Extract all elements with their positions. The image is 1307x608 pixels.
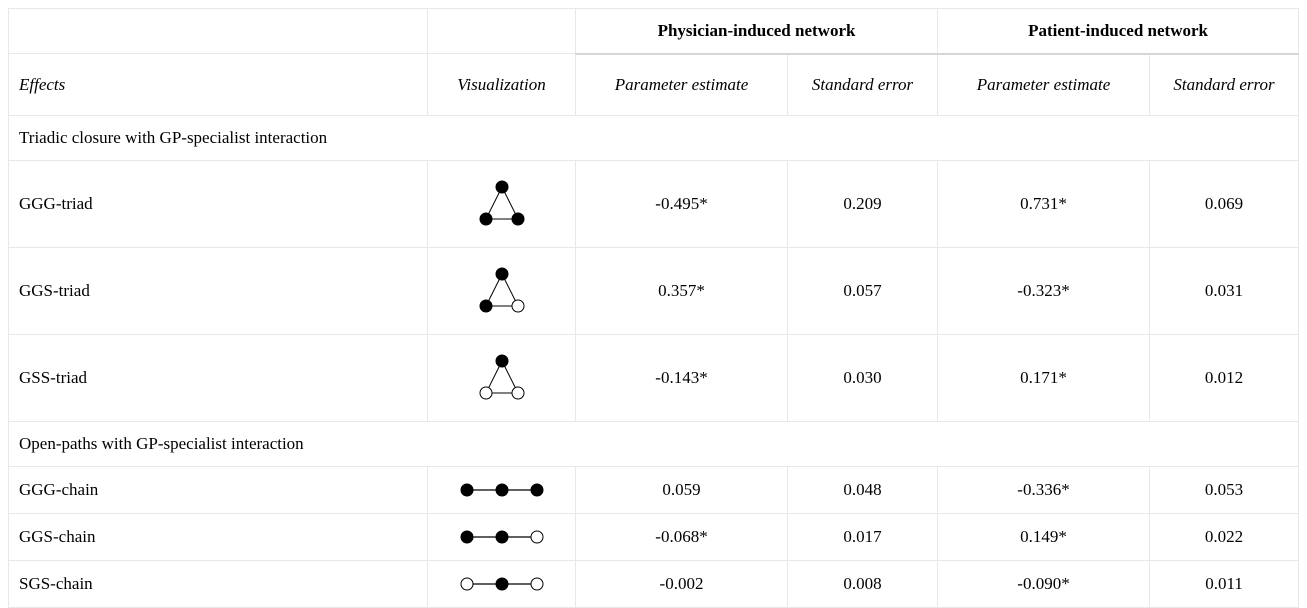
physician-parameter-header: Parameter estimate bbox=[575, 53, 788, 116]
physician-parameter-estimate: 0.059 bbox=[575, 466, 788, 514]
patient-parameter-estimate: -0.336* bbox=[937, 466, 1151, 514]
physician-parameter-estimate: 0.357* bbox=[575, 247, 788, 335]
filled-node bbox=[460, 483, 473, 497]
open-node bbox=[460, 577, 473, 591]
patient-se-header: Standard error bbox=[1149, 53, 1300, 116]
patient-parameter-header: Parameter estimate bbox=[937, 53, 1151, 116]
section-header-row: Triadic closure with GP-specialist inter… bbox=[7, 115, 1300, 161]
physician-standard-error: 0.008 bbox=[787, 560, 939, 608]
physician-parameter-estimate: -0.495* bbox=[575, 160, 788, 248]
physician-standard-error: 0.209 bbox=[787, 160, 939, 248]
chain-filled-filled-open-icon bbox=[460, 530, 543, 544]
results-table: Physician-induced network Patient-induce… bbox=[7, 8, 1300, 608]
column-header-row: Effects Visualization Parameter estimate… bbox=[8, 53, 1300, 116]
patient-standard-error: 0.031 bbox=[1149, 247, 1300, 335]
patient-parameter-estimate: 0.149* bbox=[937, 513, 1151, 561]
physician-standard-error: 0.030 bbox=[787, 334, 939, 422]
filled-node bbox=[530, 483, 543, 497]
filled-node bbox=[495, 354, 508, 368]
filled-node bbox=[460, 530, 473, 544]
table-row: GGS-chain -0.068* 0.017 0.149* 0.022 bbox=[8, 513, 1300, 561]
effect-name: GGS-chain bbox=[8, 513, 428, 561]
physician-parameter-estimate: -0.143* bbox=[575, 334, 788, 422]
open-node bbox=[530, 577, 543, 591]
physician-parameter-estimate: -0.068* bbox=[575, 513, 788, 561]
empty-header-cell bbox=[8, 8, 428, 54]
filled-node bbox=[495, 530, 508, 544]
physician-se-header: Standard error bbox=[787, 53, 939, 116]
physician-network-header: Physician-induced network bbox=[575, 8, 939, 55]
effect-name: GGG-triad bbox=[8, 160, 428, 248]
patient-parameter-estimate: -0.323* bbox=[937, 247, 1151, 335]
visualization-cell bbox=[427, 334, 576, 422]
triad-filled-filled-filled-icon bbox=[479, 180, 524, 226]
physician-standard-error: 0.017 bbox=[787, 513, 939, 561]
section-header-row: Open-paths with GP-specialist interactio… bbox=[7, 421, 1300, 467]
open-node bbox=[479, 386, 492, 400]
patient-network-header: Patient-induced network bbox=[937, 8, 1300, 55]
section-title: Triadic closure with GP-specialist inter… bbox=[7, 115, 1300, 161]
table-row: GGG-chain 0.059 0.048 -0.336* 0.053 bbox=[8, 466, 1300, 514]
chain-filled-filled-filled-icon bbox=[460, 483, 543, 497]
table-row: GSS-triad -0.143* 0.030 0.171* 0.012 bbox=[8, 334, 1300, 422]
chain-open-filled-open-icon bbox=[460, 577, 543, 591]
filled-node bbox=[495, 483, 508, 497]
filled-node bbox=[479, 299, 492, 313]
table-row: GGS-triad 0.357* 0.057 -0.323* 0.031 bbox=[8, 247, 1300, 335]
patient-parameter-estimate: 0.731* bbox=[937, 160, 1151, 248]
table-row: GGG-triad -0.495* 0.209 0.731* 0.069 bbox=[8, 160, 1300, 248]
visualization-header: Visualization bbox=[427, 53, 576, 116]
physician-standard-error: 0.057 bbox=[787, 247, 939, 335]
open-node bbox=[511, 386, 524, 400]
visualization-cell bbox=[427, 247, 576, 335]
filled-node bbox=[479, 212, 492, 226]
table-row: SGS-chain -0.002 0.008 -0.090* 0.011 bbox=[8, 560, 1300, 608]
section-title: Open-paths with GP-specialist interactio… bbox=[7, 421, 1300, 467]
patient-standard-error: 0.069 bbox=[1149, 160, 1300, 248]
patient-parameter-estimate: 0.171* bbox=[937, 334, 1151, 422]
visualization-cell bbox=[427, 466, 576, 514]
visualization-cell bbox=[427, 513, 576, 561]
visualization-cell bbox=[427, 160, 576, 248]
group-header-row: Physician-induced network Patient-induce… bbox=[8, 8, 1300, 55]
patient-standard-error: 0.012 bbox=[1149, 334, 1300, 422]
effect-name: SGS-chain bbox=[8, 560, 428, 608]
filled-node bbox=[511, 212, 524, 226]
patient-parameter-estimate: -0.090* bbox=[937, 560, 1151, 608]
effects-header: Effects bbox=[8, 53, 428, 116]
open-node bbox=[530, 530, 543, 544]
patient-standard-error: 0.022 bbox=[1149, 513, 1300, 561]
physician-standard-error: 0.048 bbox=[787, 466, 939, 514]
filled-node bbox=[495, 577, 508, 591]
effect-name: GGS-triad bbox=[8, 247, 428, 335]
physician-parameter-estimate: -0.002 bbox=[575, 560, 788, 608]
effect-name: GGG-chain bbox=[8, 466, 428, 514]
filled-node bbox=[495, 267, 508, 281]
patient-standard-error: 0.053 bbox=[1149, 466, 1300, 514]
effect-name: GSS-triad bbox=[8, 334, 428, 422]
triad-filled-filled-open-icon bbox=[479, 267, 524, 313]
patient-standard-error: 0.011 bbox=[1149, 560, 1300, 608]
visualization-cell bbox=[427, 560, 576, 608]
open-node bbox=[511, 299, 524, 313]
filled-node bbox=[495, 180, 508, 194]
empty-header-cell bbox=[427, 8, 576, 54]
triad-filled-open-open-icon bbox=[479, 354, 524, 400]
